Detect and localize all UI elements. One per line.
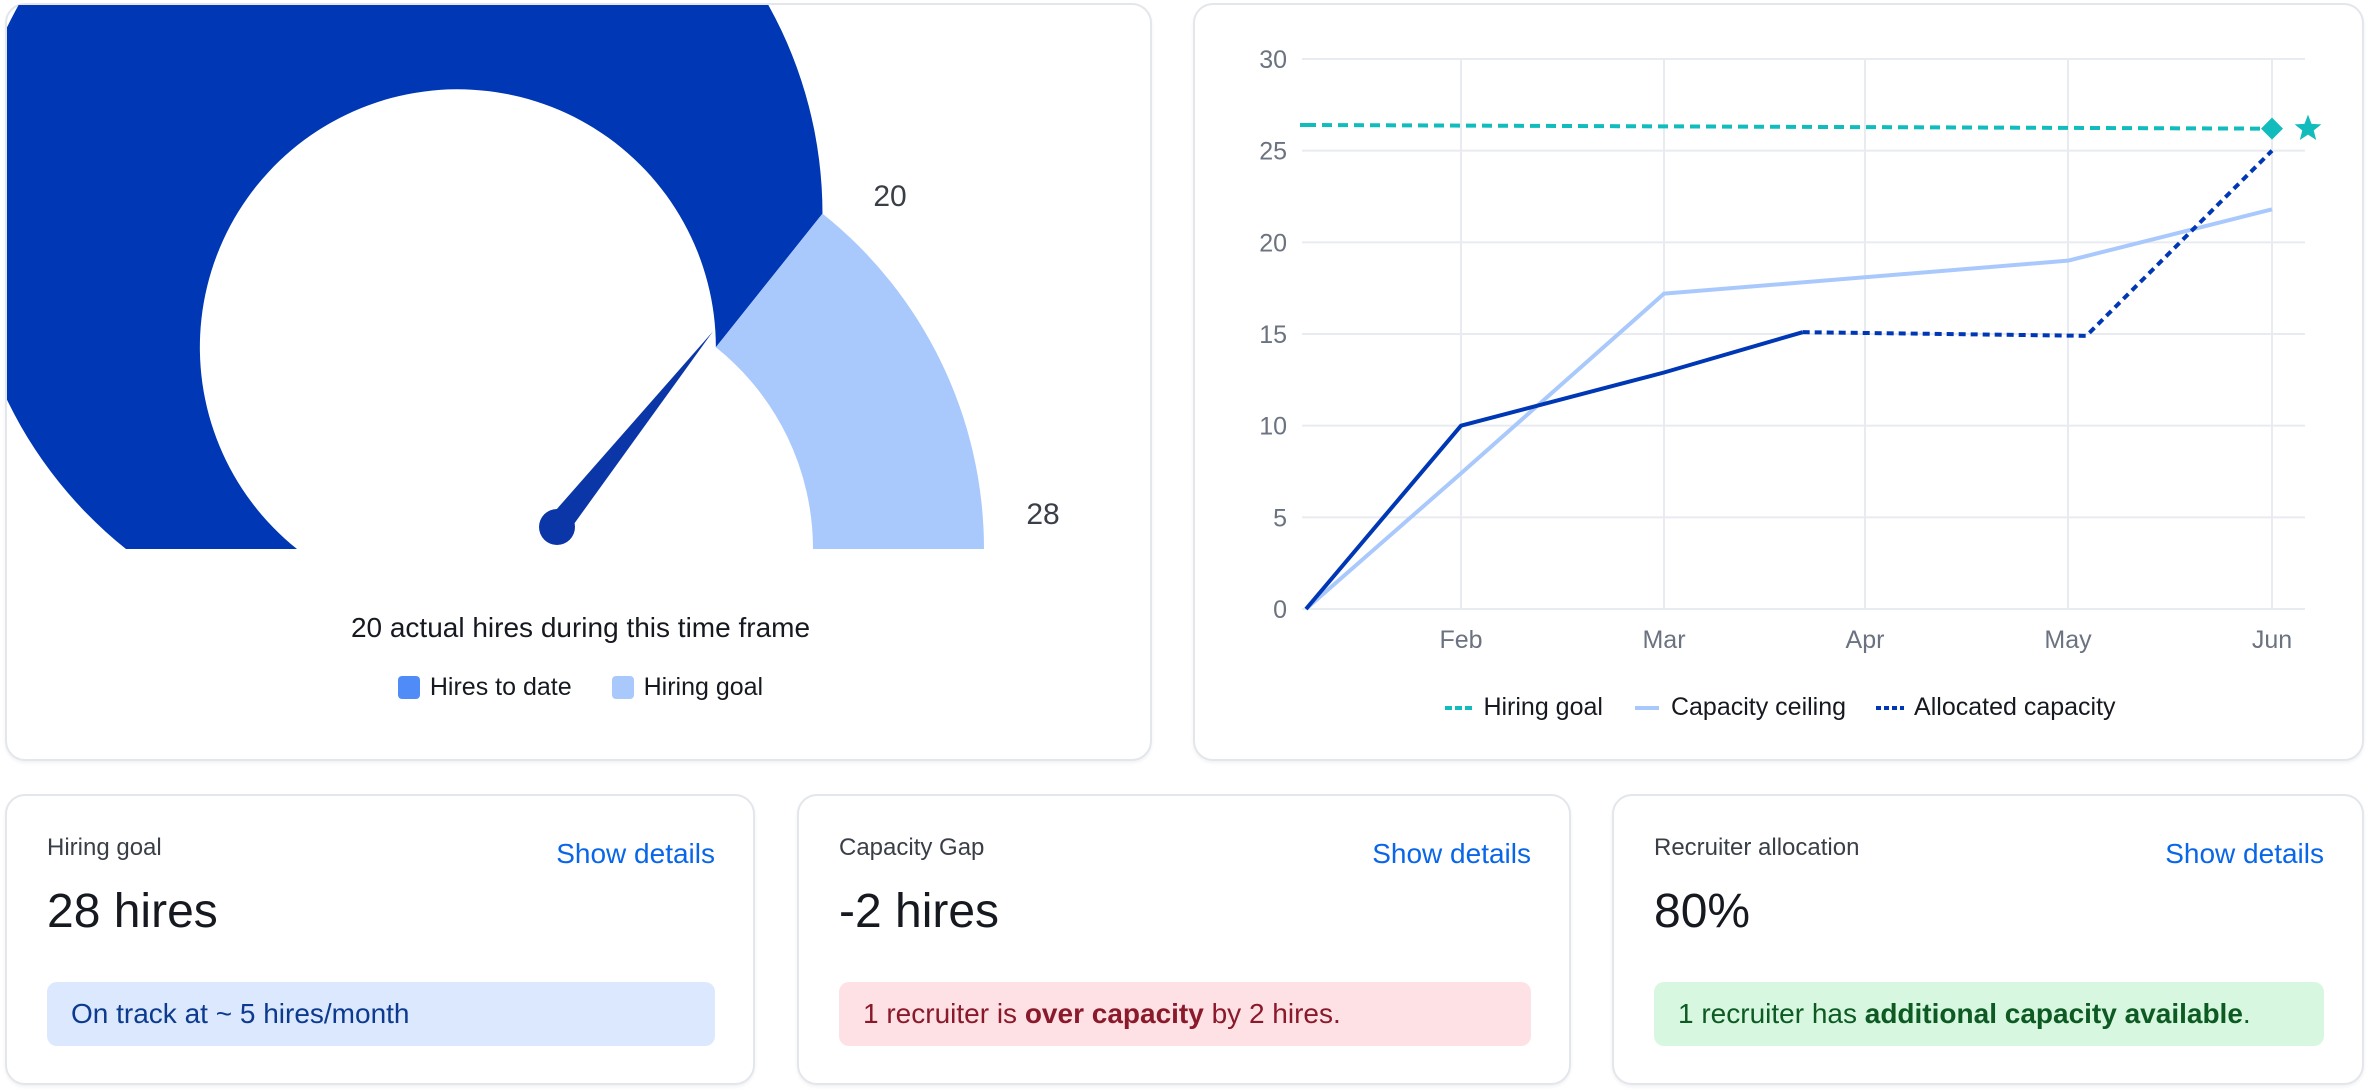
- kpi-value: 28 hires: [47, 885, 218, 938]
- gauge-value-label: 20: [873, 180, 906, 213]
- y-tick-label: 25: [1259, 138, 1287, 166]
- y-tick-label: 30: [1259, 46, 1287, 74]
- banner-text: .: [2242, 998, 2251, 1029]
- kpi-card-recruiter-allocation: Recruiter allocation Show details 80% 1 …: [1612, 794, 2364, 1085]
- legend-item-hiring-goal[interactable]: Hiring goal: [1445, 693, 1603, 722]
- banner-emphasis: additional capacity available: [1864, 998, 2243, 1029]
- gauge-max-label: 28: [1026, 498, 1059, 531]
- legend-item-capacity-ceiling[interactable]: Capacity ceiling: [1633, 693, 1846, 722]
- legend-swatch-icon: [397, 676, 420, 699]
- show-details-link[interactable]: Show details: [556, 838, 715, 869]
- gauge-needle-hub: [539, 509, 575, 545]
- gauge-needle: [547, 331, 713, 535]
- legend-label: Capacity ceiling: [1670, 693, 1847, 721]
- line-chart-legend: Hiring goal Capacity ceiling Allocated c…: [1195, 693, 2366, 722]
- line-chart-card: 0 5 10 15 20 25 30 Feb Mar Apr May Jun Hiring goal …: [1193, 3, 2364, 761]
- gauge-legend: Hires to date Hiring goal: [7, 673, 1154, 702]
- y-tick-label: 10: [1259, 413, 1287, 441]
- y-tick-label: 5: [1273, 504, 1287, 532]
- legend-label: Hires to date: [429, 673, 572, 701]
- banner-text: 1 recruiter has: [1678, 998, 1865, 1029]
- legend-item-hires-to-date[interactable]: Hires to date: [397, 673, 572, 702]
- x-tick-label: May: [2044, 626, 2092, 654]
- legend-label: Hiring goal: [1483, 693, 1603, 721]
- diamond-marker-icon[interactable]: [2261, 117, 2283, 140]
- kpi-value: 80%: [1654, 885, 1751, 938]
- y-tick-label: 20: [1259, 229, 1287, 257]
- banner-text: 1 recruiter is: [863, 998, 1025, 1029]
- x-tick-label: Mar: [1642, 626, 1685, 654]
- status-banner-success: 1 recruiter has additional capacity avai…: [1654, 982, 2324, 1046]
- kpi-card-hiring-goal: Hiring goal Show details 28 hires On tra…: [5, 794, 755, 1085]
- gauge-caption: 20 actual hires during this time frame: [350, 612, 811, 643]
- banner-text: On track at ~ 5 hires/month: [71, 998, 410, 1029]
- legend-item-hiring-goal[interactable]: Hiring goal: [611, 673, 764, 702]
- gauge-segment-hires: [7, 5, 823, 549]
- show-details-link[interactable]: Show details: [2165, 838, 2324, 869]
- series-allocated-capacity-actual-[interactable]: [1304, 330, 1804, 611]
- legend-label: Hiring goal: [643, 673, 764, 701]
- line-chart: 0 5 10 15 20 25 30 Feb Mar Apr May Jun: [1259, 46, 2322, 654]
- banner-emphasis: over capacity: [1024, 998, 1204, 1029]
- show-details-link[interactable]: Show details: [1372, 838, 1531, 869]
- y-tick-label: 0: [1273, 596, 1287, 624]
- kpi-value: -2 hires: [839, 885, 1000, 938]
- series-hiring-goal[interactable]: [1305, 123, 2273, 131]
- series-capacity-ceiling[interactable]: [1304, 207, 2273, 611]
- status-banner-danger: 1 recruiter is over capacity by 2 hires.: [839, 982, 1531, 1046]
- star-marker-icon[interactable]: [2294, 114, 2322, 140]
- series-allocated-capacity[interactable]: [1802, 149, 2274, 338]
- banner-text: by 2 hires.: [1203, 998, 1341, 1029]
- kpi-title: Hiring goal: [47, 834, 162, 861]
- legend-item-allocated-capacity[interactable]: Allocated capacity: [1876, 693, 2116, 722]
- x-tick-label: Apr: [1846, 626, 1885, 654]
- legend-label: Allocated capacity: [1914, 693, 2116, 721]
- kpi-title: Capacity Gap: [839, 834, 985, 861]
- kpi-card-capacity-gap: Capacity Gap Show details -2 hires 1 rec…: [797, 794, 1571, 1085]
- dotted-line-icon: [1876, 705, 1905, 710]
- legend-swatch-icon: [611, 676, 634, 699]
- gauge-segment-remaining: [715, 213, 984, 549]
- status-banner-info: On track at ~ 5 hires/month: [47, 982, 715, 1046]
- x-tick-label: Jun: [2252, 626, 2292, 654]
- dashed-line-icon: [1445, 705, 1474, 710]
- solid-line-icon: [1634, 705, 1659, 710]
- kpi-title: Recruiter allocation: [1654, 834, 1860, 861]
- x-tick-label: Feb: [1439, 626, 1482, 654]
- gauge-card: 20 28 20 actual hires during this time fr…: [5, 3, 1152, 761]
- y-tick-label: 15: [1259, 321, 1287, 349]
